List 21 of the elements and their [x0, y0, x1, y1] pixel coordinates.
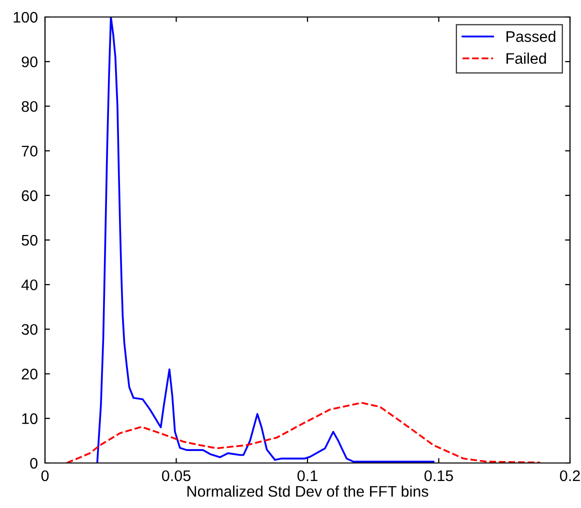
y-tick-label: 20 [22, 368, 38, 380]
y-tick-label: 90 [22, 56, 38, 68]
x-tick-label: 0.1 [297, 470, 318, 482]
y-tick-label: 50 [22, 234, 38, 246]
x-tick-label: 0.2 [560, 470, 580, 482]
line-series [96, 17, 434, 463]
y-tick-label: 10 [22, 413, 38, 424]
line-series [66, 402, 541, 463]
y-tick-label: 30 [22, 324, 38, 335]
x-axis-title: Normalized Std Dev of the FFT bins [187, 486, 428, 497]
x-tick-label: 0 [41, 470, 49, 482]
y-tick-label: 0 [30, 458, 38, 469]
y-tick-label: 100 [14, 12, 38, 23]
y-tick-label: 70 [22, 146, 38, 156]
y-tick-label: 80 [22, 101, 38, 112]
y-tick-label: 60 [22, 190, 38, 202]
legend-label: Passed [506, 30, 556, 42]
x-tick-label: 0.15 [424, 470, 453, 482]
x-tick-label: 0.05 [162, 470, 190, 482]
legend-label: Failed [506, 52, 546, 64]
y-tick-label: 40 [21, 279, 38, 290]
